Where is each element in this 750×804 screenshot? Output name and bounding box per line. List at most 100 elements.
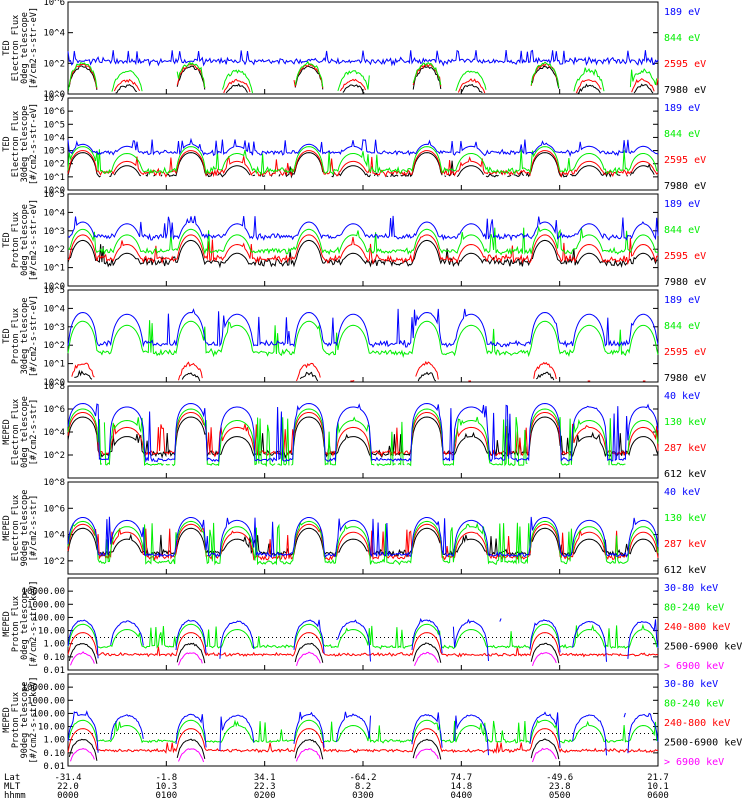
y-axis-label: 90deg telescope [20, 490, 30, 567]
legend-entry: 80-240 keV [664, 699, 724, 710]
series-line-1 [74, 369, 555, 382]
legend-entry: 189 eV [664, 295, 700, 306]
legend-entry: 40 keV [664, 391, 700, 402]
series-line-4 [67, 402, 659, 463]
y-axis-label: MEPED [2, 707, 12, 733]
series-line-2 [71, 360, 646, 382]
x-tick-label: -64.2 [349, 773, 376, 783]
legend-entry: 240-800 keV [664, 718, 730, 729]
y-tick-label: 10^2 [43, 557, 65, 567]
y-axis-label: MEPED [2, 419, 12, 445]
y-axis-label: TED [2, 40, 12, 55]
panel-frame [67, 289, 659, 383]
y-tick-label: 10^6 [43, 0, 65, 8]
series-line-3 [67, 146, 658, 176]
series-line-4 [67, 308, 659, 348]
legend-entry: 844 eV [664, 225, 700, 236]
y-tick-label: 10^4 [43, 304, 65, 314]
series-line-3 [67, 728, 659, 754]
y-tick-label: 10^1 [43, 264, 65, 274]
y-tick-label: 1.00 [43, 736, 65, 746]
legend-entry: 7980 eV [664, 85, 706, 96]
series-line-3 [67, 632, 659, 658]
y-tick-label: 10^7 [43, 94, 65, 104]
y-axis-label: 0deg telescope [20, 204, 30, 276]
legend-entry: 287 keV [664, 539, 706, 550]
y-axis-label: [#/cm2-s-str-eV] [29, 7, 39, 89]
y-axis-label: Electron Flux [11, 111, 21, 178]
panel-8: 0.01 0.10 1.00 10.00 100.00 1000.00 10000.00 ME… [2, 673, 742, 772]
panel-1: 10^0 10^2 10^4 10^6 TED Electron Flux 0deg tel… [2, 0, 706, 100]
legend-entry: 287 keV [664, 443, 706, 454]
series-line-2 [67, 412, 659, 458]
x-row-label: MLT [4, 782, 21, 792]
x-tick-label: 34.1 [254, 773, 276, 783]
y-axis-label: TED [2, 232, 12, 247]
x-tick-label: 74.7 [450, 773, 472, 783]
legend-entry: > 6900 keV [664, 661, 724, 672]
legend-entry: 189 eV [664, 199, 700, 210]
x-tick-label: -31.4 [54, 773, 81, 783]
legend-entry: 30-80 keV [664, 679, 718, 690]
y-tick-label: 10^5 [43, 120, 65, 130]
y-axis-label: 0deg telescope [20, 396, 30, 468]
x-tick-label: 10.1 [647, 782, 669, 792]
y-tick-label: 10^1 [43, 360, 65, 370]
series-line-1 [70, 747, 557, 763]
y-tick-label: 10^2 [43, 160, 65, 170]
legend-entry: 130 keV [664, 513, 706, 524]
x-tick-label: 0100 [155, 791, 177, 800]
y-tick-label: 10^3 [43, 147, 65, 157]
y-tick-label: 10^4 [43, 29, 65, 39]
x-tick-label: 0600 [647, 791, 669, 800]
panel-frame [67, 481, 659, 575]
y-tick-label: 10^2 [43, 59, 65, 69]
series-line-3 [68, 225, 659, 256]
x-row-label: hhmm [4, 791, 26, 800]
x-tick-label: 8.2 [355, 782, 371, 792]
legend-entry: 844 eV [664, 321, 700, 332]
y-tick-label: 0.10 [43, 749, 65, 759]
legend-entry: 189 eV [664, 7, 700, 18]
x-tick-label: 10.3 [155, 782, 177, 792]
series-line-5 [67, 617, 659, 662]
series-line-1 [70, 651, 557, 667]
y-tick-label: 10^2 [43, 451, 65, 461]
series-line-4 [67, 516, 659, 559]
y-tick-label: 10^5 [43, 190, 65, 200]
panel-frame [67, 193, 659, 287]
y-axis-label: [#/cm2-s-str-keV] [29, 677, 39, 764]
y-tick-label: 10^1 [43, 173, 65, 183]
x-tick-label: 0000 [57, 791, 79, 800]
legend-entry: 130 keV [664, 417, 706, 428]
panel-6: 10^2 10^4 10^6 10^8 MEPED Electron Flux 90deg … [2, 478, 706, 576]
x-tick-label: 22.0 [57, 782, 79, 792]
legend-entry: > 6900 keV [664, 757, 724, 768]
panel-frame [67, 1, 659, 95]
y-axis-label: Electron Flux [11, 399, 21, 466]
series-line-1 [68, 65, 654, 94]
x-tick-label: 0300 [352, 791, 374, 800]
series-line-3 [67, 408, 659, 467]
panel-2: 10^0 10^1 10^2 10^3 10^4 10^5 10^6 10^7 TED Elect… [2, 94, 706, 196]
x-tick-label: 0500 [549, 791, 571, 800]
panel-4: 10^0 10^1 10^2 10^3 10^4 10^5 TED Proton Flux 30… [2, 286, 706, 388]
x-tick-label: -49.6 [546, 773, 573, 783]
legend-entry: 30-80 keV [664, 583, 718, 594]
y-tick-label: 10^4 [43, 133, 65, 143]
y-axis-label: [#/cm2-s-str-keV] [29, 581, 39, 668]
y-axis-label: Proton Flux [11, 308, 21, 364]
series-line-2 [68, 738, 560, 761]
y-tick-label: 0.10 [43, 653, 65, 663]
panel-frame [67, 97, 659, 191]
y-tick-label: 0.01 [43, 762, 65, 772]
x-row-label: Lat [4, 773, 20, 783]
legend-entry: 80-240 keV [664, 603, 724, 614]
panel-5: 10^2 10^4 10^6 10^8 MEPED Electron Flux 0deg t… [2, 382, 706, 480]
x-tick-label: 14.8 [450, 782, 472, 792]
y-axis-label: [#/cm2-s-str-eV] [29, 199, 39, 281]
series-line-4 [67, 49, 659, 67]
